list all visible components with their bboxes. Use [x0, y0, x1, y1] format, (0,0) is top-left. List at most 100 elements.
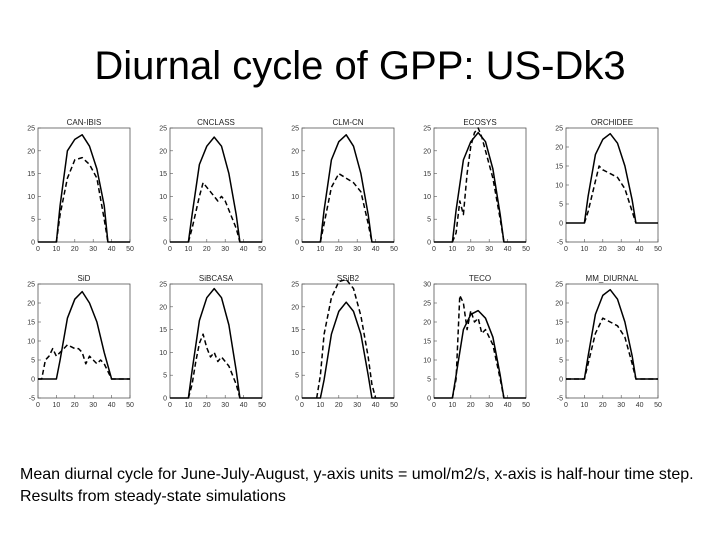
y-tick-label: 5 [163, 373, 167, 380]
panel-title: CAN-IBIS [67, 118, 102, 127]
x-tick-label: 50 [522, 246, 530, 253]
y-tick-label: -5 [557, 396, 563, 403]
plot-frame [301, 283, 395, 399]
y-tick-label: 20 [159, 148, 167, 155]
x-tick-label: 0 [300, 402, 304, 409]
slide-caption: Mean diurnal cycle for June-July-August,… [20, 466, 694, 505]
x-tick-label: 0 [168, 402, 172, 409]
x-tick-label: 40 [372, 246, 380, 253]
y-tick-label: 30 [423, 282, 431, 289]
x-tick-label: 10 [185, 246, 193, 253]
y-tick-label: 10 [555, 183, 563, 190]
panel-title: ECOSYS [463, 118, 496, 127]
x-tick-label: 0 [300, 246, 304, 253]
x-tick-label: 30 [617, 402, 625, 409]
y-tick-label: 0 [295, 240, 299, 247]
y-tick-label: 0 [163, 396, 167, 403]
y-tick-label: 25 [423, 301, 431, 308]
x-tick-label: 40 [240, 246, 248, 253]
series-dashed-line [451, 294, 505, 399]
plot-frame [565, 283, 659, 399]
x-tick-label: 40 [636, 402, 644, 409]
series-solid-line [170, 287, 262, 399]
panel-title: CNCLASS [197, 118, 235, 127]
y-tick-label: 10 [159, 350, 167, 357]
series-dashed-line [319, 172, 373, 243]
panel-0: CAN-IBIS 0 10 20 30 40 50 0 5 10 15 20 25 [27, 118, 134, 253]
plot-frame [301, 127, 395, 243]
x-tick-label: 30 [617, 246, 625, 253]
y-tick-label: 20 [27, 148, 35, 155]
panel-3: ECOSYS 0 10 20 30 40 50 0 5 10 15 20 25 [423, 118, 530, 253]
y-tick-label: 0 [427, 396, 431, 403]
x-tick-label: 30 [485, 402, 493, 409]
panel-title: SiD [78, 274, 91, 283]
series-dashed-line [315, 278, 377, 399]
plot-frame [37, 283, 131, 399]
y-tick-label: 10 [291, 194, 299, 201]
y-tick-label: 25 [27, 282, 35, 289]
panel-title: TECO [469, 274, 491, 283]
plot-frame [433, 283, 527, 399]
x-tick-label: 10 [317, 402, 325, 409]
y-tick-label: 20 [423, 320, 431, 327]
y-tick-label: 15 [291, 327, 299, 334]
y-tick-label: 5 [31, 358, 35, 365]
y-tick-label: 25 [423, 126, 431, 133]
y-tick-label: 10 [291, 350, 299, 357]
x-tick-label: 20 [335, 246, 343, 253]
x-tick-label: 40 [504, 402, 512, 409]
y-tick-label: -5 [557, 240, 563, 247]
slide-title: Diurnal cycle of GPP: US-Dk3 [94, 44, 626, 88]
y-tick-label: 15 [159, 327, 167, 334]
y-tick-label: 5 [295, 217, 299, 224]
x-tick-label: 30 [485, 246, 493, 253]
x-tick-label: 40 [108, 246, 116, 253]
panel-title: SSiB2 [337, 274, 360, 283]
x-tick-label: 10 [449, 402, 457, 409]
y-tick-label: 20 [291, 148, 299, 155]
y-tick-label: 10 [423, 358, 431, 365]
y-tick-label: 15 [423, 171, 431, 178]
y-tick-label: 20 [291, 304, 299, 311]
y-tick-label: 0 [427, 240, 431, 247]
x-tick-label: 50 [654, 246, 662, 253]
y-tick-label: 25 [159, 126, 167, 133]
y-tick-label: 10 [27, 194, 35, 201]
y-tick-label: 15 [423, 339, 431, 346]
y-tick-label: 20 [555, 145, 563, 152]
panel-7: SSiB2 0 10 20 30 40 50 0 5 10 15 20 25 [291, 274, 398, 409]
x-tick-label: 20 [335, 402, 343, 409]
x-tick-label: 10 [185, 402, 193, 409]
x-tick-label: 30 [353, 246, 361, 253]
y-tick-label: 15 [27, 171, 35, 178]
plot-frame [37, 127, 131, 243]
x-tick-label: 30 [221, 246, 229, 253]
x-tick-label: 10 [53, 246, 61, 253]
series-solid-line [38, 290, 130, 380]
x-tick-label: 20 [467, 246, 475, 253]
x-tick-label: 40 [504, 246, 512, 253]
plot-frame [433, 127, 527, 243]
x-tick-label: 50 [654, 402, 662, 409]
series-solid-line [302, 134, 394, 243]
x-tick-label: 10 [581, 246, 589, 253]
y-tick-label: 0 [31, 377, 35, 384]
x-tick-label: 0 [36, 402, 40, 409]
y-tick-label: 5 [559, 358, 563, 365]
panel-6: SiBCASA 0 10 20 30 40 50 0 5 10 15 20 25 [159, 274, 266, 409]
series-dashed-line [566, 317, 658, 380]
y-tick-label: 20 [27, 301, 35, 308]
x-tick-label: 0 [432, 246, 436, 253]
series-dashed-line [187, 181, 241, 243]
x-tick-label: 50 [126, 402, 134, 409]
series-solid-line [566, 288, 658, 380]
x-tick-label: 20 [467, 402, 475, 409]
x-tick-label: 0 [168, 246, 172, 253]
y-tick-label: 5 [559, 202, 563, 209]
y-tick-label: 5 [163, 217, 167, 224]
x-tick-label: 10 [317, 246, 325, 253]
